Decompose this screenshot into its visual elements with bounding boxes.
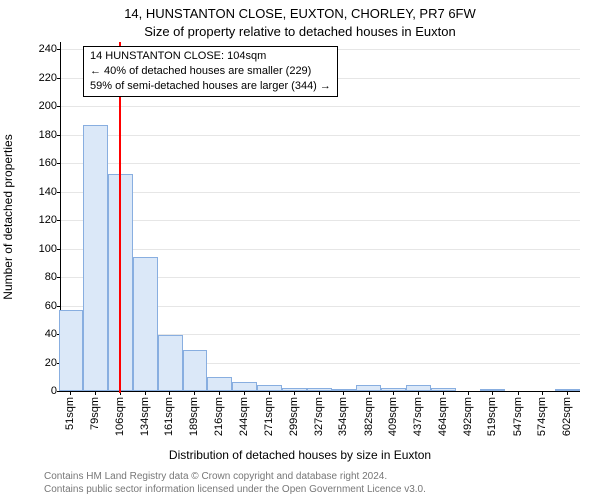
footer-line1: Contains HM Land Registry data © Crown c… bbox=[44, 471, 426, 484]
y-tick-label: 20 bbox=[7, 357, 57, 369]
x-tick-mark bbox=[443, 391, 444, 395]
y-tick-mark bbox=[57, 391, 61, 392]
x-tick-mark bbox=[145, 391, 146, 395]
x-tick-label: 354sqm bbox=[337, 397, 349, 436]
histogram-bar bbox=[381, 388, 406, 391]
x-tick-label: 216sqm bbox=[213, 397, 225, 436]
histogram-bar bbox=[232, 382, 257, 391]
histogram-bar bbox=[431, 388, 456, 391]
x-tick-label: 244sqm bbox=[238, 397, 250, 436]
histogram-bar bbox=[406, 385, 431, 391]
x-tick-label: 134sqm bbox=[139, 397, 151, 436]
x-tick-mark bbox=[294, 391, 295, 395]
plot-area: 14 HUNSTANTON CLOSE: 104sqm ← 40% of det… bbox=[60, 42, 580, 392]
x-tick-label: 51sqm bbox=[64, 397, 76, 430]
x-tick-mark bbox=[70, 391, 71, 395]
annotation-line1: 14 HUNSTANTON CLOSE: 104sqm bbox=[90, 49, 331, 64]
y-tick-label: 60 bbox=[7, 300, 57, 312]
histogram-bar bbox=[282, 388, 307, 391]
x-tick-label: 189sqm bbox=[188, 397, 200, 436]
x-tick-label: 409sqm bbox=[387, 397, 399, 436]
chart-title-line1: 14, HUNSTANTON CLOSE, EUXTON, CHORLEY, P… bbox=[0, 6, 600, 21]
y-tick-label: 180 bbox=[7, 129, 57, 141]
y-tick-label: 100 bbox=[7, 243, 57, 255]
histogram-bar bbox=[158, 335, 183, 391]
x-tick-mark bbox=[95, 391, 96, 395]
x-tick-mark bbox=[219, 391, 220, 395]
histogram-bar bbox=[59, 310, 84, 391]
annotation-line3: 59% of semi-detached houses are larger (… bbox=[90, 79, 331, 94]
x-tick-mark bbox=[418, 391, 419, 395]
y-tick-label: 220 bbox=[7, 72, 57, 84]
x-tick-label: 382sqm bbox=[363, 397, 375, 436]
x-tick-mark bbox=[518, 391, 519, 395]
histogram-bar bbox=[257, 385, 282, 391]
y-tick-label: 80 bbox=[7, 271, 57, 283]
histogram-bar bbox=[207, 377, 232, 391]
x-axis-label: Distribution of detached houses by size … bbox=[0, 448, 600, 462]
x-tick-mark bbox=[492, 391, 493, 395]
histogram-bar bbox=[356, 385, 381, 391]
footer-text: Contains HM Land Registry data © Crown c… bbox=[44, 471, 426, 496]
footer-line2: Contains public sector information licen… bbox=[44, 484, 426, 497]
x-tick-mark bbox=[369, 391, 370, 395]
x-tick-mark bbox=[194, 391, 195, 395]
x-tick-mark bbox=[567, 391, 568, 395]
x-tick-mark bbox=[343, 391, 344, 395]
chart-title-line2: Size of property relative to detached ho… bbox=[0, 24, 600, 39]
annotation-line2: ← 40% of detached houses are smaller (22… bbox=[90, 64, 331, 79]
histogram-bar bbox=[480, 389, 505, 391]
x-tick-mark bbox=[319, 391, 320, 395]
chart-container: 14, HUNSTANTON CLOSE, EUXTON, CHORLEY, P… bbox=[0, 0, 600, 500]
x-tick-mark bbox=[269, 391, 270, 395]
x-tick-label: 161sqm bbox=[163, 397, 175, 436]
histogram-bar bbox=[307, 388, 332, 391]
x-tick-mark bbox=[542, 391, 543, 395]
x-tick-label: 327sqm bbox=[313, 397, 325, 436]
x-tick-label: 492sqm bbox=[462, 397, 474, 436]
x-tick-mark bbox=[244, 391, 245, 395]
histogram-bar bbox=[183, 350, 208, 391]
x-tick-label: 437sqm bbox=[412, 397, 424, 436]
x-tick-label: 299sqm bbox=[288, 397, 300, 436]
x-tick-mark bbox=[169, 391, 170, 395]
x-tick-label: 464sqm bbox=[437, 397, 449, 436]
histogram-bar bbox=[133, 257, 158, 391]
x-tick-label: 106sqm bbox=[114, 397, 126, 436]
x-tick-label: 271sqm bbox=[263, 397, 275, 436]
histogram-bar bbox=[555, 389, 580, 391]
histogram-bar bbox=[83, 125, 108, 391]
y-tick-label: 0 bbox=[7, 385, 57, 397]
annotation-box: 14 HUNSTANTON CLOSE: 104sqm ← 40% of det… bbox=[83, 46, 338, 97]
x-tick-label: 519sqm bbox=[486, 397, 498, 436]
y-tick-label: 140 bbox=[7, 186, 57, 198]
x-tick-label: 602sqm bbox=[561, 397, 573, 436]
y-tick-label: 160 bbox=[7, 157, 57, 169]
y-tick-label: 40 bbox=[7, 328, 57, 340]
x-tick-label: 547sqm bbox=[512, 397, 524, 436]
y-tick-label: 120 bbox=[7, 214, 57, 226]
x-tick-mark bbox=[393, 391, 394, 395]
y-tick-label: 200 bbox=[7, 100, 57, 112]
x-tick-label: 79sqm bbox=[89, 397, 101, 430]
histogram-bar bbox=[332, 389, 357, 391]
x-tick-mark bbox=[468, 391, 469, 395]
x-tick-label: 574sqm bbox=[536, 397, 548, 436]
y-tick-label: 240 bbox=[7, 43, 57, 55]
